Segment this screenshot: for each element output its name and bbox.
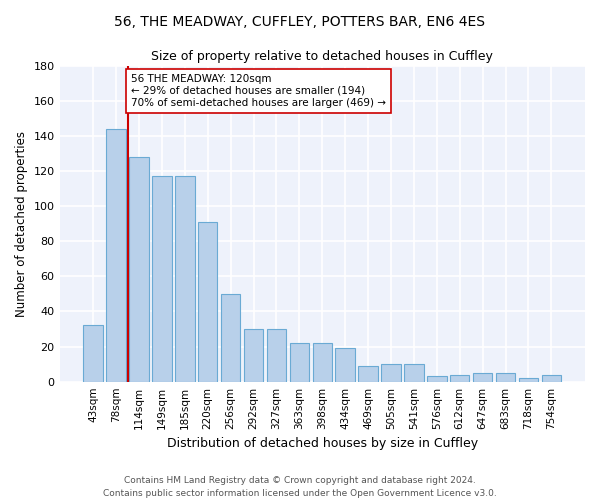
Bar	[313, 343, 332, 382]
Bar	[427, 376, 446, 382]
Bar	[519, 378, 538, 382]
Bar	[83, 326, 103, 382]
Y-axis label: Number of detached properties: Number of detached properties	[15, 130, 28, 316]
Bar	[542, 374, 561, 382]
Bar	[381, 364, 401, 382]
Bar	[244, 329, 263, 382]
Title: Size of property relative to detached houses in Cuffley: Size of property relative to detached ho…	[151, 50, 493, 63]
Text: Contains HM Land Registry data © Crown copyright and database right 2024.
Contai: Contains HM Land Registry data © Crown c…	[103, 476, 497, 498]
Bar	[290, 343, 309, 382]
Bar	[175, 176, 194, 382]
Text: 56 THE MEADWAY: 120sqm
← 29% of detached houses are smaller (194)
70% of semi-de: 56 THE MEADWAY: 120sqm ← 29% of detached…	[131, 74, 386, 108]
Bar	[106, 129, 126, 382]
Bar	[152, 176, 172, 382]
Bar	[473, 373, 493, 382]
Bar	[129, 157, 149, 382]
Bar	[221, 294, 241, 382]
X-axis label: Distribution of detached houses by size in Cuffley: Distribution of detached houses by size …	[167, 437, 478, 450]
Text: 56, THE MEADWAY, CUFFLEY, POTTERS BAR, EN6 4ES: 56, THE MEADWAY, CUFFLEY, POTTERS BAR, E…	[115, 15, 485, 29]
Bar	[198, 222, 217, 382]
Bar	[358, 366, 378, 382]
Bar	[404, 364, 424, 382]
Bar	[335, 348, 355, 382]
Bar	[267, 329, 286, 382]
Bar	[450, 374, 469, 382]
Bar	[496, 373, 515, 382]
